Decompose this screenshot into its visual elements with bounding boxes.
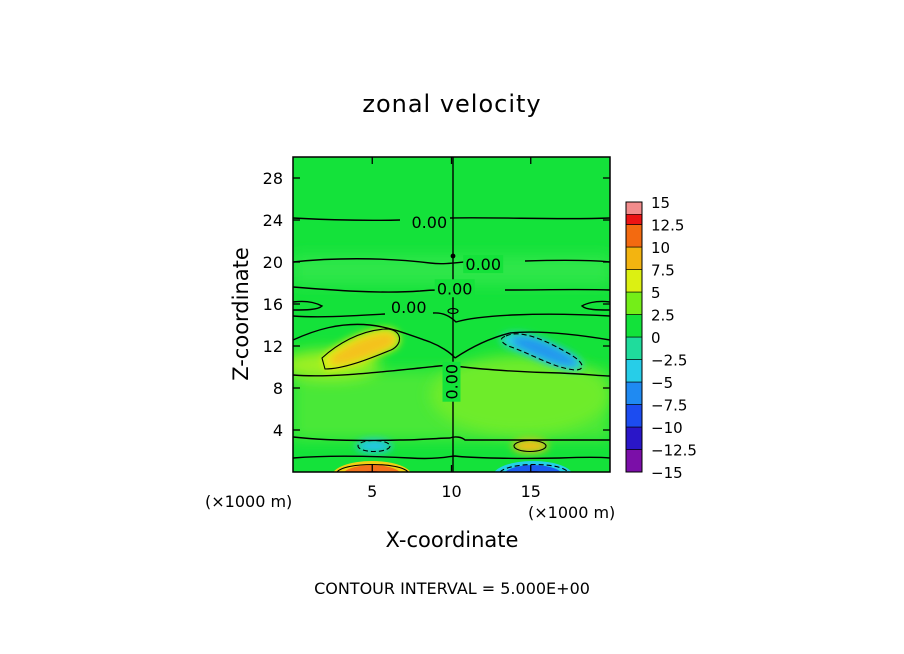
colorbar-label: −7.5 — [651, 397, 687, 415]
zero-contours — [293, 157, 610, 472]
colorbar-swatch — [625, 426, 643, 450]
contour-labels: 0.00 0.00 0.00 0.00 0.00 — [388, 213, 504, 402]
negative-contours — [357, 333, 583, 472]
x-tick-label: 10 — [441, 482, 461, 501]
contour-label-bg — [434, 279, 475, 298]
colorbar-label: −12.5 — [651, 442, 697, 460]
colorbar-frame — [625, 201, 643, 473]
x-unit-label-right: (×1000 m) — [528, 503, 615, 522]
contour-label: 0.00 — [434, 279, 475, 298]
strong-negative-core — [494, 461, 572, 472]
negative-lobe-lower-left — [356, 439, 392, 453]
x-axis: 5 10 15 — [367, 157, 541, 501]
colorbar-swatch — [625, 381, 643, 405]
colorbar-label: 2.5 — [651, 307, 675, 325]
colorbar-label: −2.5 — [651, 352, 687, 370]
contour-label-bg — [409, 213, 450, 232]
contour-label-text: 0.00 — [465, 255, 501, 274]
y-tick-label: 4 — [273, 421, 283, 440]
contour-label-text: 0.00 — [443, 364, 462, 400]
contour-label-text: 0.00 — [391, 298, 427, 317]
x-tick-label: 15 — [521, 482, 541, 501]
colorbar-label: 7.5 — [651, 262, 675, 280]
positive-lobe-upper-left — [322, 328, 401, 370]
contour-label-bg — [388, 298, 429, 317]
colorbar-label: 15 — [651, 194, 670, 212]
y-tick-label: 16 — [263, 295, 283, 314]
colorbar-swatch — [625, 224, 643, 248]
y-tick-label: 28 — [263, 169, 283, 188]
contour-label: 0.00 — [388, 298, 429, 317]
contour-label: 0.00 — [442, 361, 462, 402]
contour-label: 0.00 — [409, 213, 450, 232]
y-tick-label: 8 — [273, 379, 283, 398]
x-unit-label-left: (×1000 m) — [205, 492, 292, 511]
positive-contours — [321, 328, 547, 472]
colorbar-label: −15 — [651, 464, 683, 482]
colorbar-label: −5 — [651, 374, 673, 392]
plot-area: 0.00 0.00 0.00 0.00 0.00 — [293, 157, 610, 472]
colorbar-label: 12.5 — [651, 217, 684, 235]
x-axis-label: X-coordinate — [386, 528, 519, 552]
x-tick-label: 5 — [367, 482, 377, 501]
colorbar-swatch — [625, 269, 643, 293]
contour-label-bg — [463, 255, 504, 274]
y-axis-label: Z-coordinate — [229, 247, 253, 381]
positive-lobe-lower-right — [512, 439, 548, 453]
colorbar-swatch — [625, 359, 643, 383]
contour-label-bg — [442, 361, 461, 402]
colorbar-swatch — [625, 314, 643, 338]
y-axis: 4 8 12 16 20 24 28 — [263, 169, 610, 440]
contour-label-text: 0.00 — [411, 213, 447, 232]
colorbar-swatch — [625, 291, 643, 315]
colorbar-swatch — [625, 246, 643, 270]
colorbar-swatch — [625, 404, 643, 428]
contour-interval-text: CONTOUR INTERVAL = 5.000E+00 — [314, 579, 590, 598]
colorbar-swatch — [625, 336, 643, 360]
colorbar: −15 −12.5 −10 −7.5 −5 −2.5 0 2.5 5 7.5 10 12.5 15 — [625, 194, 697, 482]
colorbar-swatch — [625, 449, 643, 473]
colorbar-label: 0 — [651, 329, 661, 347]
y-tick-label: 12 — [263, 337, 283, 356]
chart-title: zonal velocity — [362, 90, 541, 118]
colorbar-label: 10 — [651, 239, 670, 257]
y-tick-label: 20 — [263, 253, 283, 272]
contour-label-text: 0.00 — [437, 279, 473, 298]
contour-label: 0.00 — [463, 255, 504, 274]
colorbar-label: 5 — [651, 284, 661, 302]
colorbar-label: −10 — [651, 419, 683, 437]
negative-lobe-upper-right — [500, 332, 583, 370]
colorbar-swatch-top — [625, 201, 643, 215]
y-tick-label: 24 — [263, 211, 283, 230]
